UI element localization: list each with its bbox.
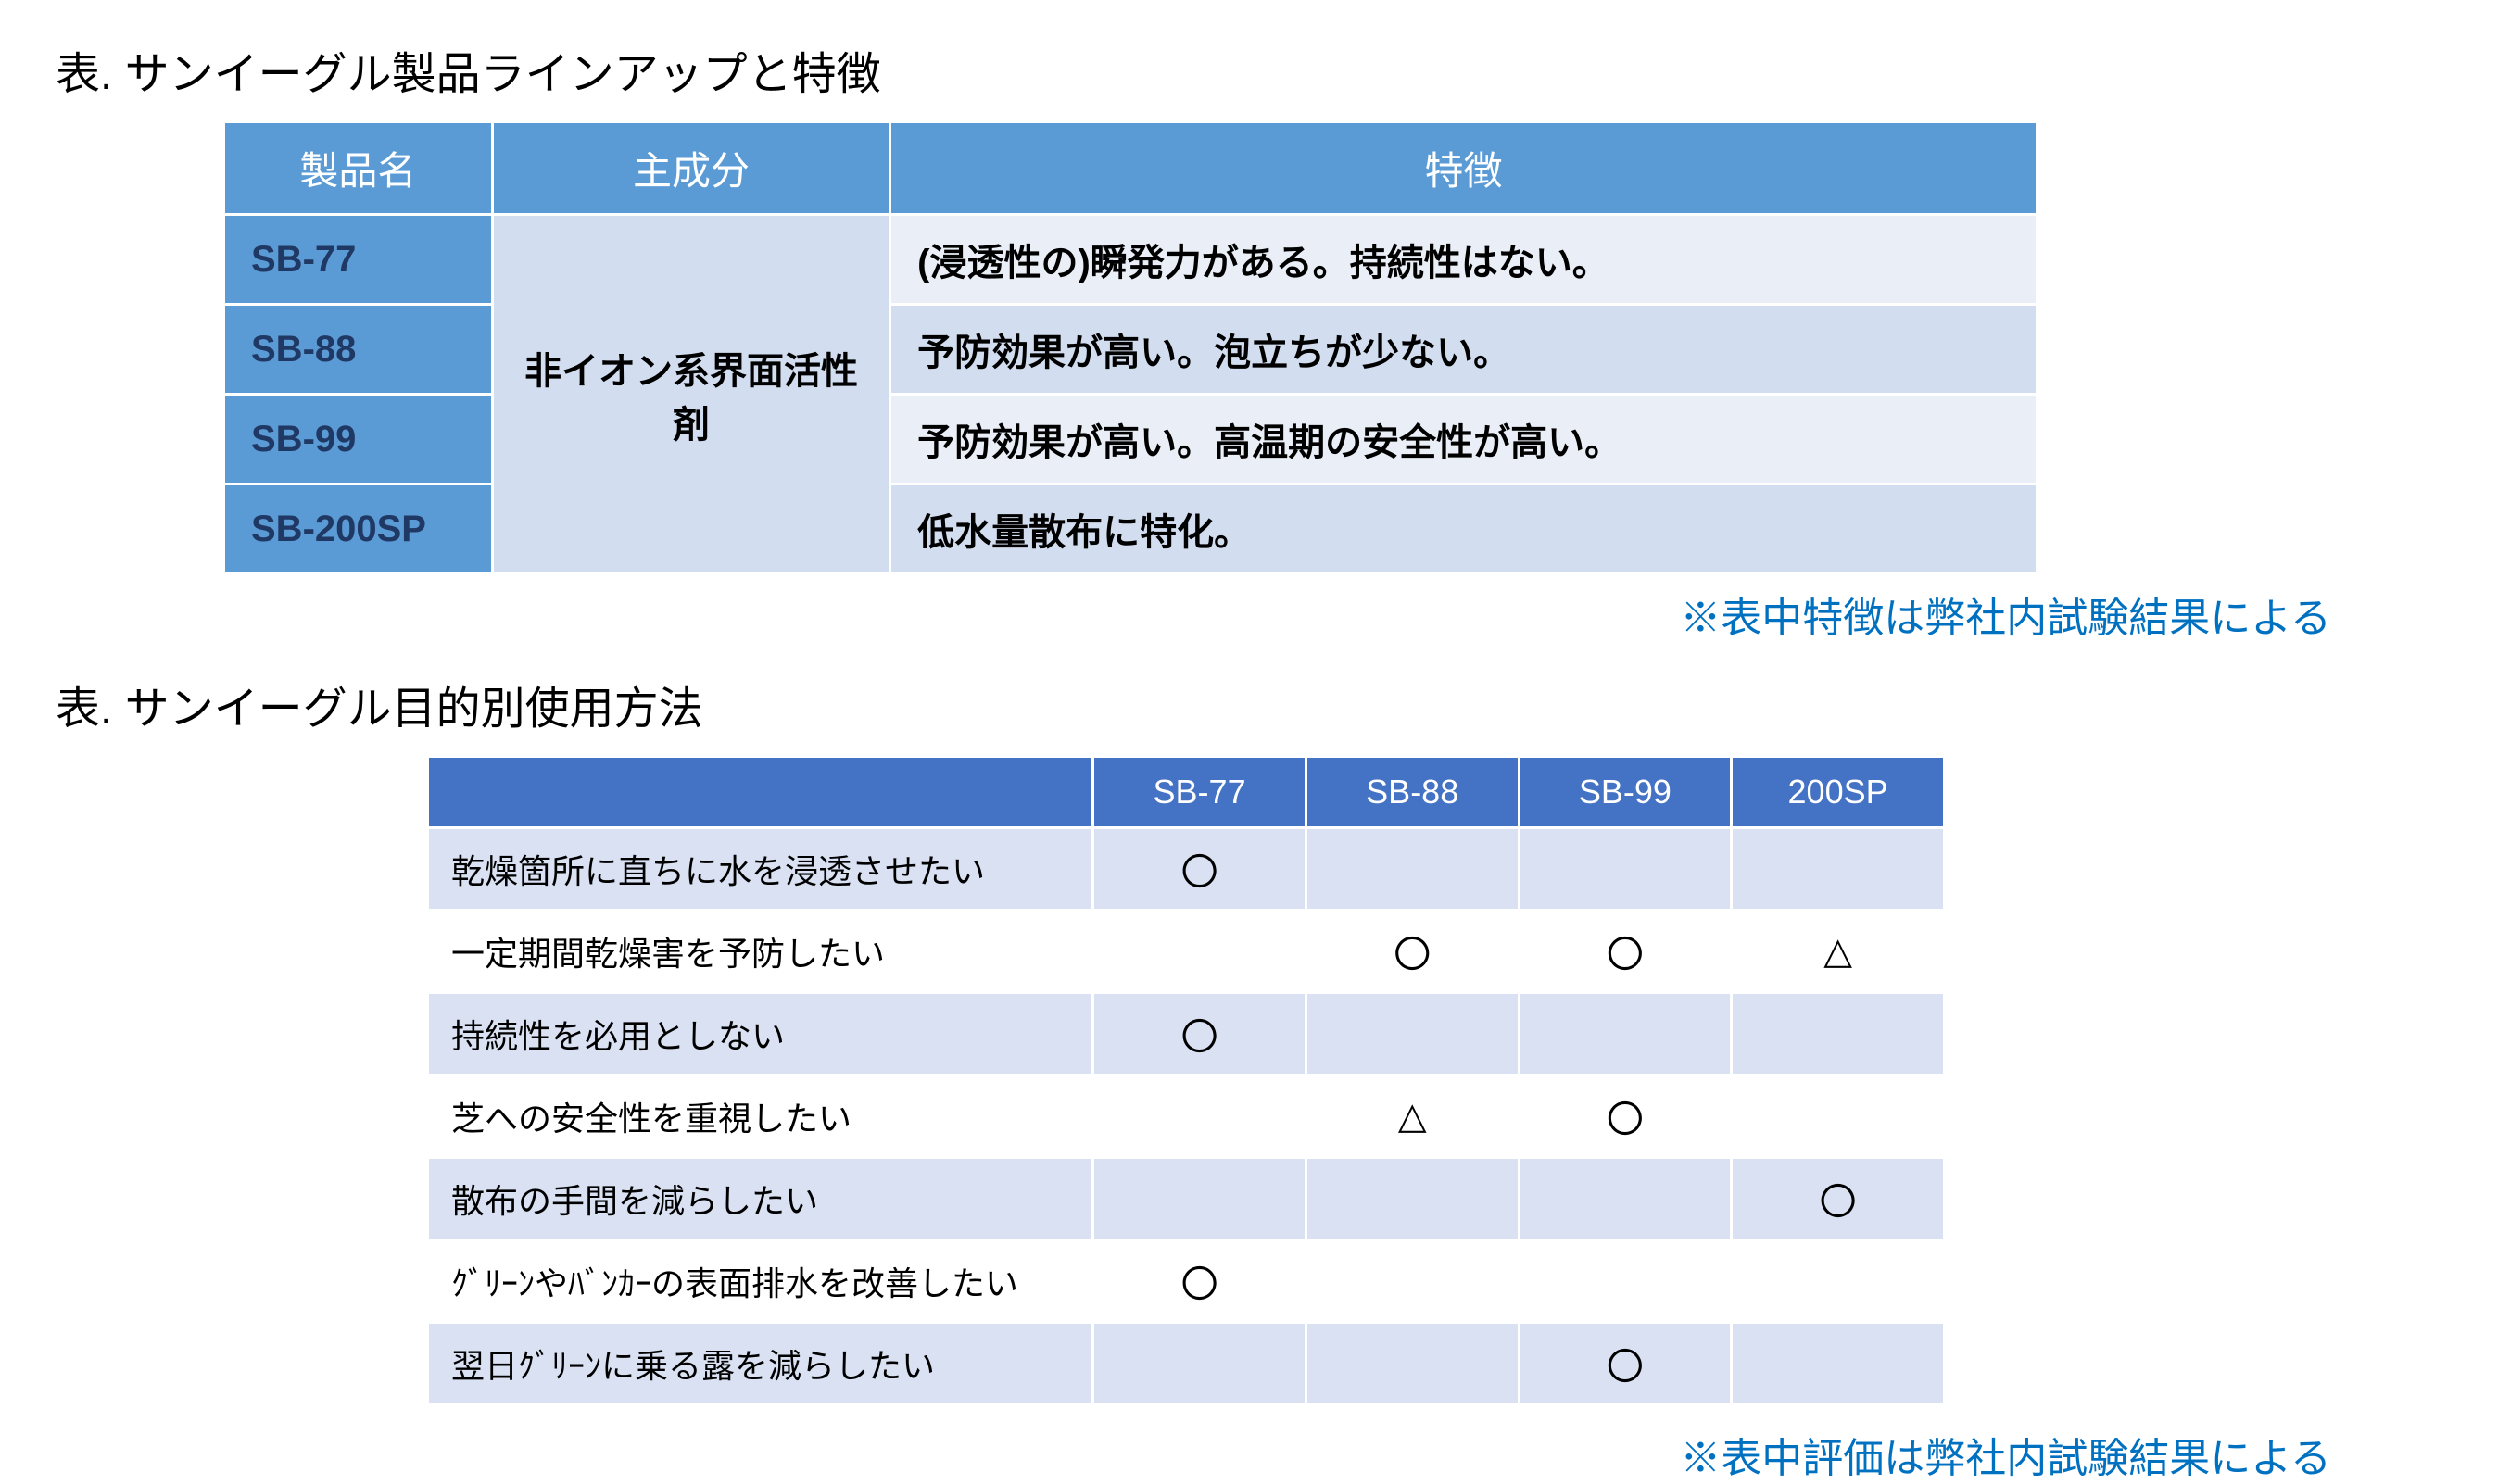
table1-header-ingredient: 主成分 xyxy=(492,122,889,215)
row-label: 一定期間乾燥害を予防したい xyxy=(428,911,1093,993)
row-label: ｸﾞﾘｰﾝやﾊﾞﾝｶｰの表面排水を改善したい xyxy=(428,1240,1093,1323)
product-lineup-table: 製品名 主成分 特徴 SB-77 非イオン系界面活性剤 (浸透性の)瞬発力がある… xyxy=(222,120,2038,575)
mark-cell xyxy=(1519,828,1732,911)
mark-cell: 〇 xyxy=(1732,1158,1945,1240)
mark-cell xyxy=(1306,828,1519,911)
mark-cell xyxy=(1519,1240,1732,1323)
table2-header-sb77: SB-77 xyxy=(1093,757,1306,828)
table-row: 持続性を必用としない 〇 xyxy=(428,993,1945,1075)
table-row: 一定期間乾燥害を予防したい 〇 〇 △ xyxy=(428,911,1945,993)
mark-cell xyxy=(1093,1323,1306,1405)
mark-cell xyxy=(1093,911,1306,993)
table-row: ｸﾞﾘｰﾝやﾊﾞﾝｶｰの表面排水を改善したい 〇 xyxy=(428,1240,1945,1323)
table2-header-200sp: 200SP xyxy=(1732,757,1945,828)
mark-cell xyxy=(1306,1158,1519,1240)
table-row: 乾燥箇所に直ちに水を浸透させたい 〇 xyxy=(428,828,1945,911)
table2-container: SB-77 SB-88 SB-99 200SP 乾燥箇所に直ちに水を浸透させたい… xyxy=(426,755,2442,1406)
feature-cell: 予防効果が高い。高温期の安全性が高い。 xyxy=(890,395,2038,484)
table1-header-name: 製品名 xyxy=(224,122,493,215)
table1-header-feature: 特徴 xyxy=(890,122,2038,215)
table-row: 散布の手間を減らしたい 〇 xyxy=(428,1158,1945,1240)
mark-cell xyxy=(1732,1323,1945,1405)
mark-cell xyxy=(1519,993,1732,1075)
table-row: 芝への安全性を重視したい △ 〇 xyxy=(428,1075,1945,1158)
usage-table: SB-77 SB-88 SB-99 200SP 乾燥箇所に直ちに水を浸透させたい… xyxy=(426,755,1946,1406)
product-name-cell: SB-200SP xyxy=(224,484,493,574)
mark-cell xyxy=(1732,993,1945,1075)
mark-cell: 〇 xyxy=(1519,1323,1732,1405)
table2-title: 表. サンイーグル目的別使用方法 xyxy=(56,672,2442,736)
product-name-cell: SB-77 xyxy=(224,215,493,305)
mark-cell: △ xyxy=(1732,911,1945,993)
mark-cell: 〇 xyxy=(1519,911,1732,993)
mark-cell: 〇 xyxy=(1093,828,1306,911)
row-label: 芝への安全性を重視したい xyxy=(428,1075,1093,1158)
table1-container: 製品名 主成分 特徴 SB-77 非イオン系界面活性剤 (浸透性の)瞬発力がある… xyxy=(222,120,2442,575)
mark-cell xyxy=(1732,1075,1945,1158)
product-name-cell: SB-99 xyxy=(224,395,493,484)
mark-cell: 〇 xyxy=(1093,993,1306,1075)
table-row: 翌日ｸﾞﾘｰﾝに乗る露を減らしたい 〇 xyxy=(428,1323,1945,1405)
table-row: SB-77 非イオン系界面活性剤 (浸透性の)瞬発力がある。持続性はない。 xyxy=(224,215,2038,305)
mark-cell xyxy=(1306,993,1519,1075)
row-label: 翌日ｸﾞﾘｰﾝに乗る露を減らしたい xyxy=(428,1323,1093,1405)
table2-header-sb99: SB-99 xyxy=(1519,757,1732,828)
mark-cell: △ xyxy=(1306,1075,1519,1158)
mark-cell: 〇 xyxy=(1306,911,1519,993)
row-label: 持続性を必用としない xyxy=(428,993,1093,1075)
mark-cell xyxy=(1093,1158,1306,1240)
mark-cell xyxy=(1306,1240,1519,1323)
mark-cell: 〇 xyxy=(1093,1240,1306,1323)
ingredient-cell: 非イオン系界面活性剤 xyxy=(492,215,889,574)
table2-header-sb88: SB-88 xyxy=(1306,757,1519,828)
feature-cell: 予防効果が高い。泡立ちが少ない。 xyxy=(890,305,2038,395)
table2-header-empty xyxy=(428,757,1093,828)
mark-cell xyxy=(1306,1323,1519,1405)
table1-note: ※表中特徴は弊社内試験結果による xyxy=(56,585,2331,644)
feature-cell: (浸透性の)瞬発力がある。持続性はない。 xyxy=(890,215,2038,305)
mark-cell xyxy=(1732,1240,1945,1323)
table2-note: ※表中評価は弊社内試験結果による xyxy=(56,1425,2331,1484)
product-name-cell: SB-88 xyxy=(224,305,493,395)
mark-cell xyxy=(1732,828,1945,911)
row-label: 乾燥箇所に直ちに水を浸透させたい xyxy=(428,828,1093,911)
table1-title: 表. サンイーグル製品ラインアップと特徴 xyxy=(56,37,2442,102)
feature-cell: 低水量散布に特化。 xyxy=(890,484,2038,574)
mark-cell xyxy=(1093,1075,1306,1158)
mark-cell xyxy=(1519,1158,1732,1240)
mark-cell: 〇 xyxy=(1519,1075,1732,1158)
row-label: 散布の手間を減らしたい xyxy=(428,1158,1093,1240)
